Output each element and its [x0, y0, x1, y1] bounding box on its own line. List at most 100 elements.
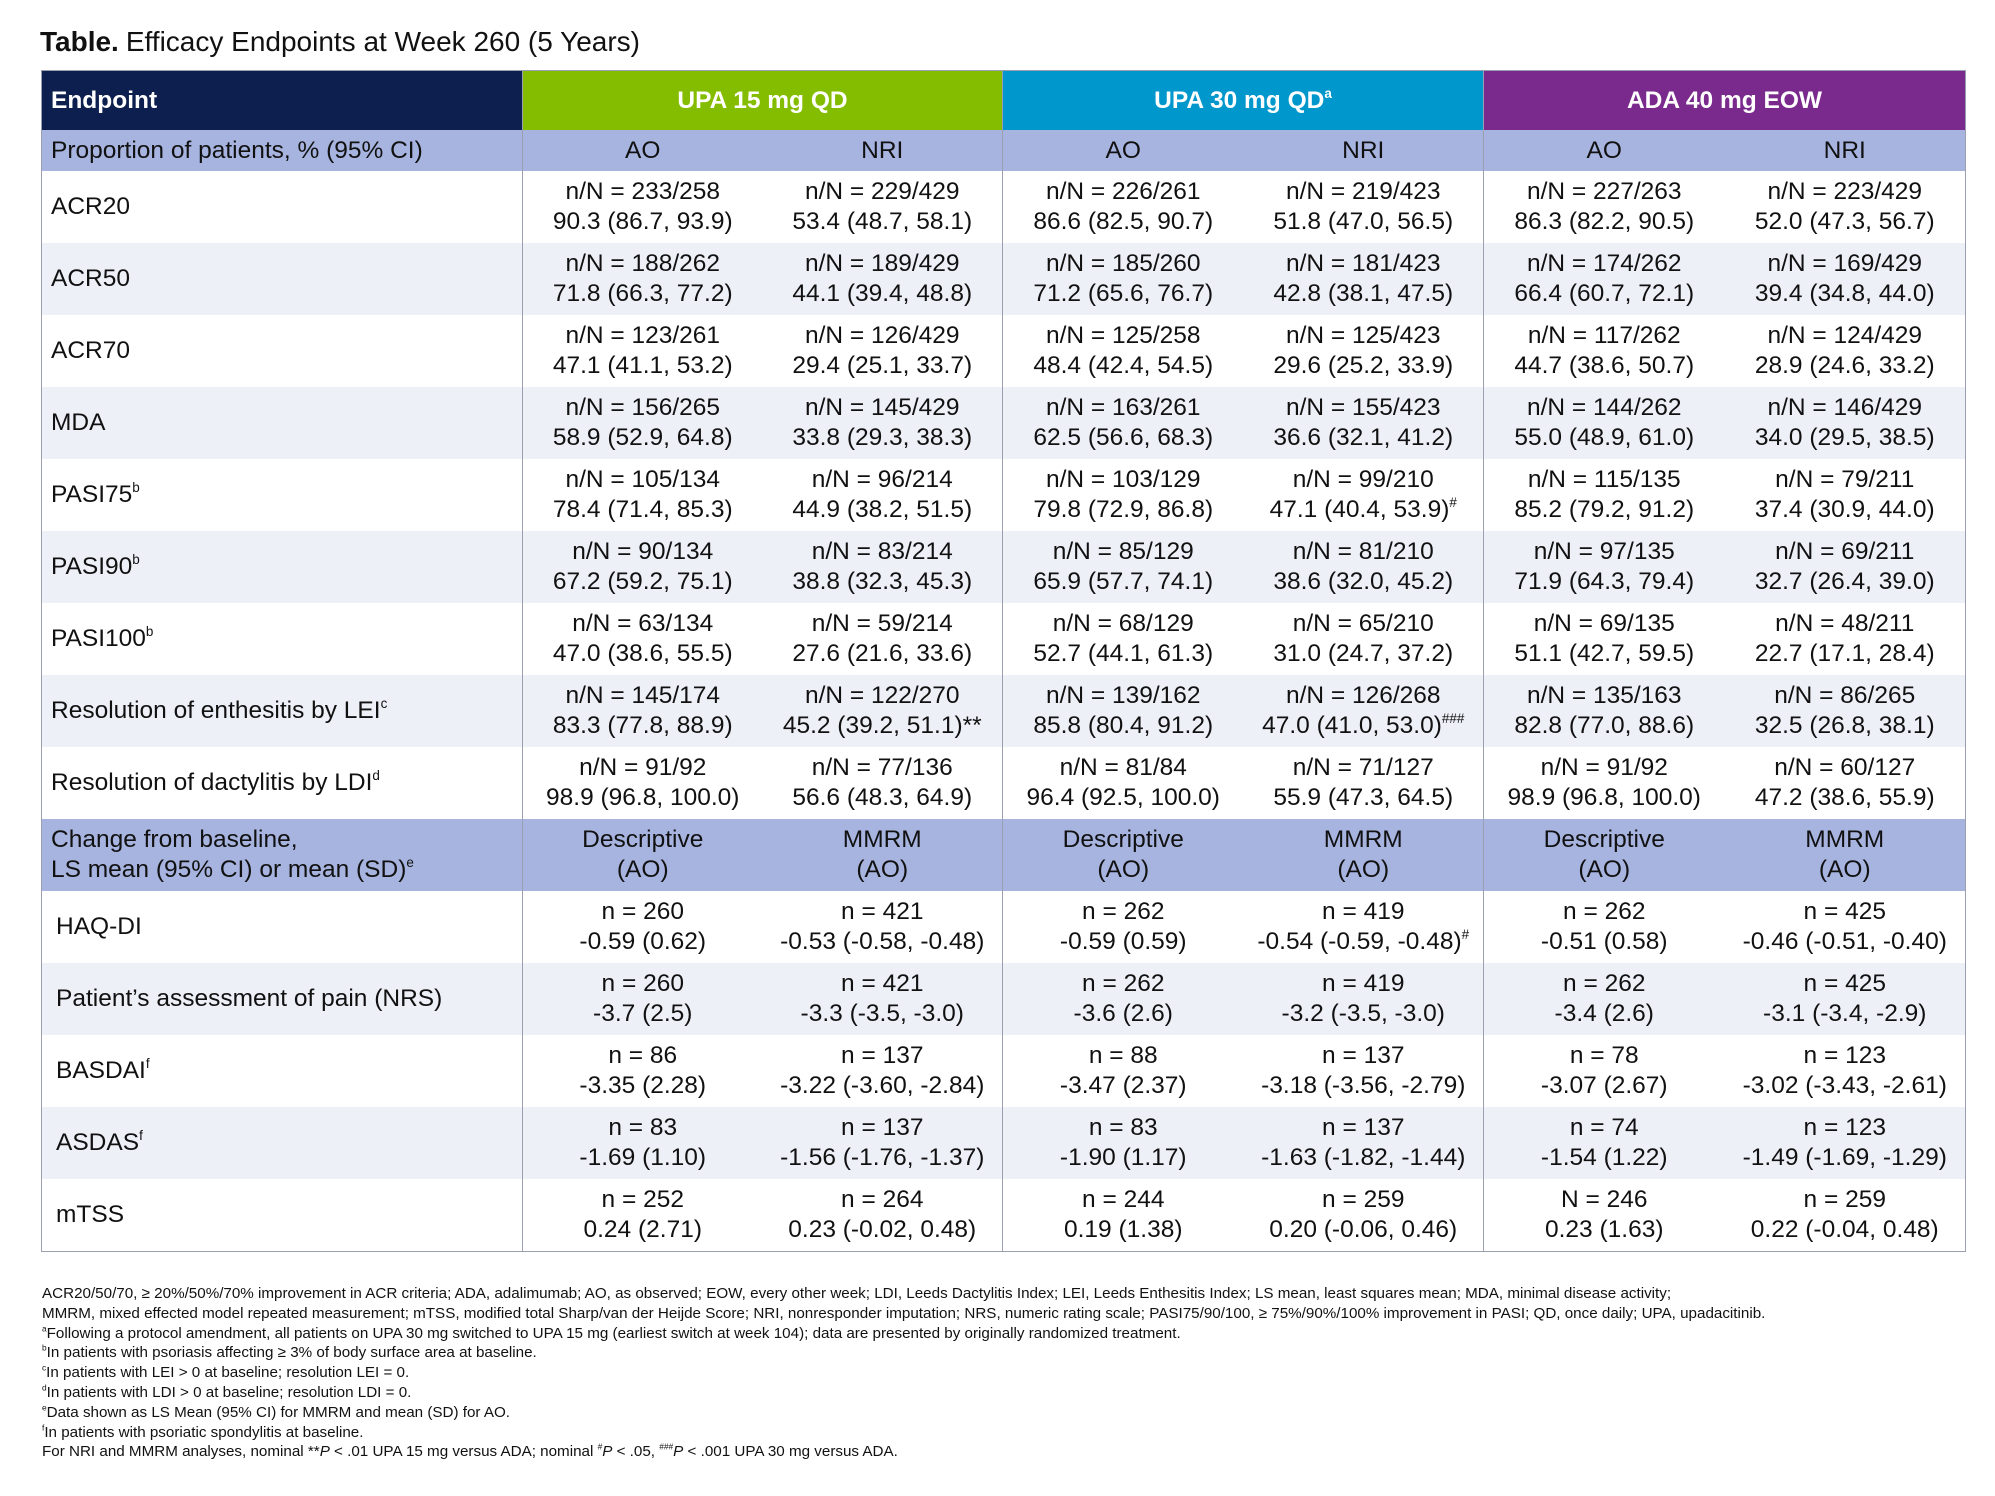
subhead-cell: AO [1483, 130, 1725, 171]
cell-value-line: 47.0 (38.6, 55.5) [523, 639, 763, 669]
header-row: Endpoint UPA 15 mg QD UPA 30 mg QDa ADA 40 … [41, 70, 1966, 130]
cell-value-line: 47.1 (41.1, 53.2) [523, 351, 763, 381]
cell-value-line: 0.23 (1.63) [1484, 1215, 1725, 1245]
data-cell: n = 137 -3.18 (-3.56, -2.79) [1244, 1035, 1484, 1107]
cell-value: 33.8 (29.3, 38.3) [792, 424, 973, 451]
cell-value: 51.1 (42.7, 59.5) [1514, 640, 1695, 667]
cell-count: n/N = 60/127 [1774, 754, 1916, 781]
cell-value: 45.2 (39.2, 51.1)** [782, 712, 982, 739]
subhead-text: NRI [1342, 136, 1385, 164]
data-cell: n/N = 145/429 33.8 (29.3, 38.3) [762, 387, 1003, 459]
cell-count: n/N = 169/429 [1767, 250, 1923, 277]
cell-count: n/N = 155/423 [1285, 394, 1441, 421]
cell-value-line: -3.7 (2.5) [523, 999, 763, 1029]
cell-count: n = 244 [1082, 1186, 1165, 1213]
cell-value-line: 98.9 (96.8, 100.0) [1484, 783, 1725, 813]
cell-value: -0.59 (0.62) [579, 928, 707, 955]
cell-sup: # [1449, 494, 1457, 510]
row-label: PASI100b [42, 603, 523, 675]
footnote: fIn patients with psoriatic spondylitis … [42, 1423, 1765, 1443]
data-cell: n/N = 189/429 44.1 (39.4, 48.8) [762, 243, 1003, 315]
data-cell: n/N = 99/210 47.1 (40.4, 53.9)# [1244, 459, 1484, 531]
subhead-cell: NRI [1724, 130, 1966, 171]
data-cell: n/N = 146/429 34.0 (29.5, 38.5) [1724, 387, 1966, 459]
section-label: Change from baseline, LS mean (95% CI) or… [41, 819, 523, 891]
cell-value-line: 79.8 (72.9, 86.8) [1003, 495, 1244, 525]
data-cell: n/N = 219/423 51.8 (47.0, 56.5) [1244, 171, 1484, 243]
cell-count: n/N = 83/214 [811, 538, 953, 565]
row-label-text: Patient’s assessment of pain (NRS) [56, 985, 443, 1012]
cell-count: n = 262 [1563, 898, 1646, 925]
cell-value: 82.8 (77.0, 88.6) [1514, 712, 1695, 739]
cell-value: -0.53 (-0.58, -0.48) [780, 928, 985, 955]
data-cell: n/N = 69/211 32.7 (26.4, 39.0) [1724, 531, 1966, 603]
cell-value: 0.22 (-0.04, 0.48) [1750, 1216, 1939, 1243]
data-cell: n = 419 -3.2 (-3.5, -3.0) [1243, 963, 1484, 1035]
row-label: ASDASf [41, 1107, 523, 1179]
cell-value-line: 85.8 (80.4, 91.2) [1003, 711, 1244, 741]
footnote: cIn patients with LEI > 0 at baseline; r… [42, 1363, 1765, 1383]
cell-value-line: -3.18 (-3.56, -2.79) [1244, 1071, 1484, 1101]
cell-value-line: 44.9 (38.2, 51.5) [763, 495, 1003, 525]
cell-value-line: -0.59 (0.62) [523, 927, 763, 957]
data-cell: n/N = 115/135 85.2 (79.2, 91.2) [1483, 459, 1725, 531]
cell-value: -3.7 (2.5) [593, 1000, 693, 1027]
row-label: ACR20 [42, 171, 523, 243]
data-cell: n/N = 79/211 37.4 (30.9, 44.0) [1725, 459, 1966, 531]
cell-count: n = 259 [1803, 1186, 1886, 1213]
cell-value-line: -3.07 (2.67) [1484, 1071, 1725, 1101]
subhead-text: MMRM [1323, 826, 1403, 853]
cell-value: 22.7 (17.1, 28.4) [1754, 640, 1935, 667]
cell-count: n = 137 [1322, 1114, 1405, 1141]
cell-count: n = 88 [1088, 1042, 1158, 1069]
cell-value: 71.9 (64.3, 79.4) [1514, 568, 1695, 595]
cell-value: -3.07 (2.67) [1540, 1072, 1668, 1099]
subhead-text: Descriptive [582, 826, 704, 853]
data-row: HAQ-DI n = 260 -0.59 (0.62) n = 421 -0.53 (-… [42, 891, 1966, 963]
cell-value: -0.59 (0.59) [1059, 928, 1187, 955]
cell-value-line: 32.5 (26.8, 38.1) [1725, 711, 1966, 741]
subhead-text: MMRM [1805, 826, 1885, 853]
cell-count: n/N = 122/270 [804, 682, 960, 709]
efficacy-table: Endpoint UPA 15 mg QD UPA 30 mg QDa ADA 40 … [41, 70, 1966, 1252]
data-cell: n/N = 126/268 47.0 (41.0, 53.0)### [1243, 675, 1484, 747]
cell-count: n = 123 [1803, 1042, 1886, 1069]
section-label-line: Change from baseline, [51, 825, 522, 855]
cell-value: 62.5 (56.6, 68.3) [1033, 424, 1214, 451]
cell-count: n = 83 [608, 1114, 678, 1141]
cell-count: n = 262 [1082, 898, 1165, 925]
section-label-sup: e [406, 854, 414, 870]
data-row: PASI90b n/N = 90/134 67.2 (59.2, 75.1) n/N … [41, 531, 1966, 603]
cell-value-line: -0.46 (-0.51, -0.40) [1725, 927, 1966, 957]
cell-value-line: 67.2 (59.2, 75.1) [523, 567, 763, 597]
footnote-part: P [673, 1443, 684, 1461]
row-label-sup: b [145, 623, 154, 639]
cell-value: 67.2 (59.2, 75.1) [552, 568, 733, 595]
data-row: PASI100b n/N = 63/134 47.0 (38.6, 55.5) n/N… [42, 603, 1966, 675]
cell-count: n = 78 [1569, 1042, 1639, 1069]
table-body: Endpoint UPA 15 mg QD UPA 30 mg QDa ADA 40 … [41, 70, 1966, 1252]
cell-count: n/N = 223/429 [1767, 178, 1923, 205]
cell-count: n/N = 226/261 [1045, 178, 1201, 205]
footnote-part: P [602, 1443, 613, 1461]
subhead-cell: MMRM (AO) [1243, 819, 1484, 891]
cell-value-line: 44.1 (39.4, 48.8) [763, 279, 1003, 309]
data-cell: n/N = 223/429 52.0 (47.3, 56.7) [1725, 171, 1966, 243]
footnote-part: ### [659, 1442, 674, 1453]
data-cell: n/N = 155/423 36.6 (32.1, 41.2) [1243, 387, 1484, 459]
cell-value-line: -3.3 (-3.5, -3.0) [763, 999, 1003, 1029]
row-label-text: PASI90 [51, 553, 133, 580]
cell-value-line: 29.4 (25.1, 33.7) [763, 351, 1003, 381]
cell-value: 44.7 (38.6, 50.7) [1514, 352, 1695, 379]
cell-value: 96.4 (92.5, 100.0) [1026, 784, 1220, 811]
row-label-sup: b [132, 551, 140, 567]
cell-value: 85.8 (80.4, 91.2) [1033, 712, 1214, 739]
cell-value: 47.0 (41.0, 53.0) [1262, 712, 1442, 739]
subhead-text: (AO) [1337, 856, 1390, 883]
row-label-text: Resolution of dactylitis by LDI [51, 769, 373, 796]
data-cell: n/N = 77/136 56.6 (48.3, 64.9) [763, 747, 1003, 819]
cell-count: n/N = 86/265 [1774, 682, 1916, 709]
cell-count: n/N = 219/423 [1285, 178, 1441, 205]
cell-value: 85.2 (79.2, 91.2) [1514, 496, 1695, 523]
cell-value: 0.24 (2.71) [583, 1216, 703, 1243]
